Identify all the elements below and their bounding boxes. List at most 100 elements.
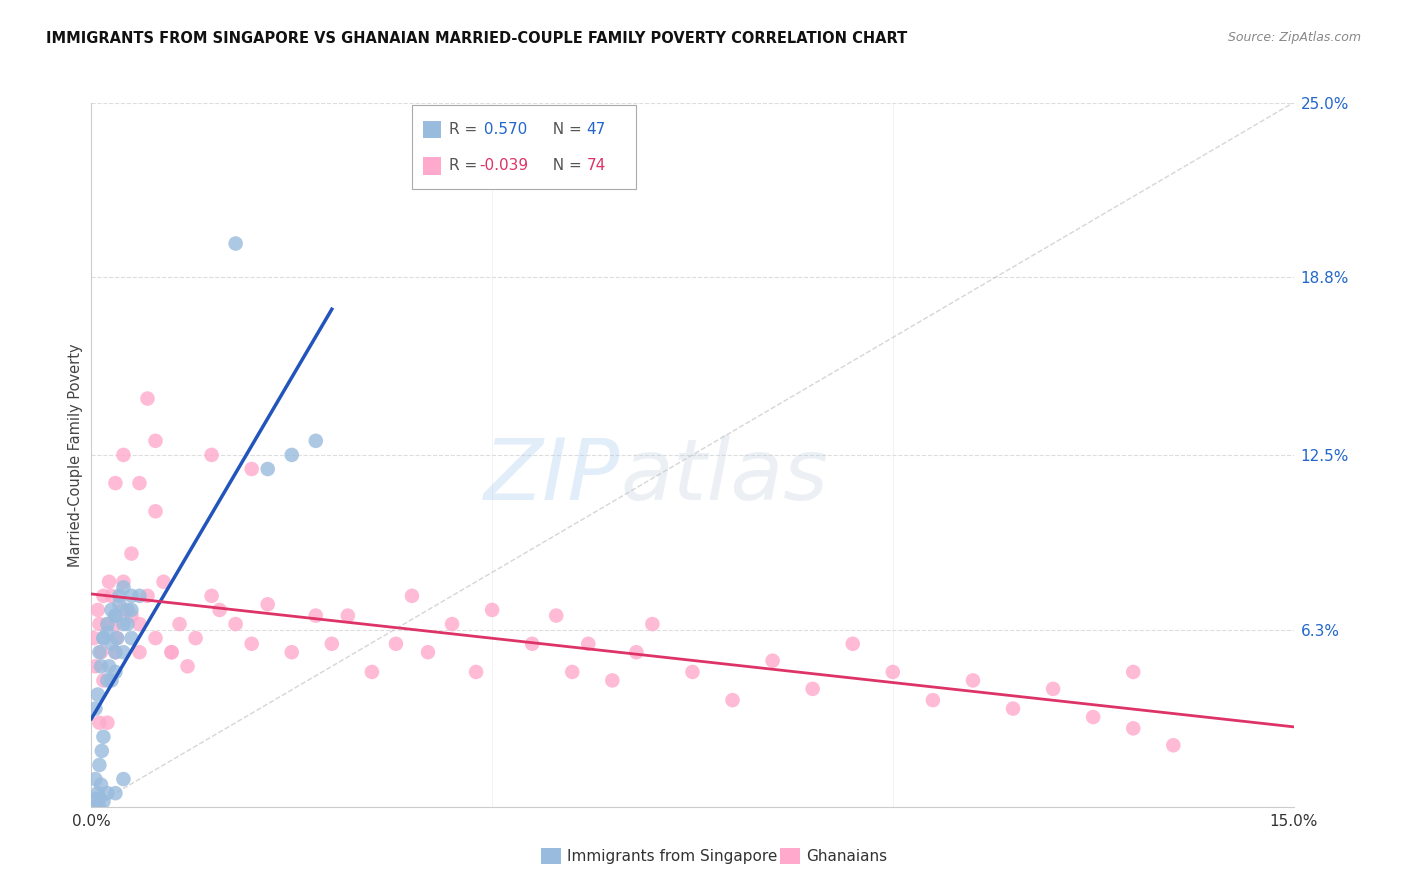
Point <box>169 617 191 632</box>
Point <box>84 792 107 806</box>
Point <box>465 665 488 679</box>
Point <box>93 795 115 809</box>
Point <box>762 654 785 668</box>
Point <box>104 665 127 679</box>
Point <box>98 574 121 589</box>
Point <box>522 637 544 651</box>
Point <box>100 589 122 603</box>
Point <box>93 589 115 603</box>
Text: -0.039: -0.039 <box>479 158 529 173</box>
Point <box>121 547 143 561</box>
Text: N =: N = <box>543 122 586 137</box>
Point <box>160 645 183 659</box>
Point <box>84 772 107 786</box>
Point <box>201 448 224 462</box>
Point <box>87 688 110 702</box>
Point <box>83 631 105 645</box>
Point <box>96 625 118 640</box>
Point <box>561 665 583 679</box>
Point <box>360 665 382 679</box>
Point <box>90 645 112 659</box>
Point <box>121 608 143 623</box>
Point <box>184 631 207 645</box>
Point <box>96 786 118 800</box>
Point <box>225 236 247 251</box>
Point <box>1042 681 1064 696</box>
Point <box>681 665 703 679</box>
Point <box>100 673 122 688</box>
Point <box>100 603 122 617</box>
Point <box>84 659 107 673</box>
Point <box>90 778 112 792</box>
Point <box>1163 738 1185 752</box>
Point <box>321 637 343 651</box>
Point <box>121 589 143 603</box>
Point <box>112 448 135 462</box>
Point <box>546 608 568 623</box>
Point <box>641 617 664 632</box>
Point <box>626 645 648 659</box>
Point <box>96 617 118 632</box>
Text: atlas: atlas <box>620 434 828 517</box>
Point <box>89 715 111 730</box>
Point <box>89 800 111 814</box>
Point <box>96 617 118 632</box>
Point <box>104 617 127 632</box>
Point <box>112 645 135 659</box>
Point <box>240 462 263 476</box>
Point <box>225 617 247 632</box>
Point <box>112 574 135 589</box>
Point <box>208 603 231 617</box>
Point <box>93 730 115 744</box>
Point <box>1083 710 1105 724</box>
Point <box>128 645 150 659</box>
Point <box>201 589 224 603</box>
Point <box>152 574 174 589</box>
Point <box>1001 701 1024 715</box>
Point <box>90 744 112 758</box>
Point <box>96 715 118 730</box>
Point <box>145 434 167 448</box>
Point <box>117 603 139 617</box>
Point <box>105 631 128 645</box>
Point <box>176 659 198 673</box>
Point <box>112 772 135 786</box>
Point <box>112 617 135 632</box>
Point <box>416 645 439 659</box>
Text: IMMIGRANTS FROM SINGAPORE VS GHANAIAN MARRIED-COUPLE FAMILY POVERTY CORRELATION : IMMIGRANTS FROM SINGAPORE VS GHANAIAN MA… <box>46 31 908 46</box>
Point <box>128 476 150 491</box>
Point <box>105 631 128 645</box>
Point <box>104 645 127 659</box>
Point <box>576 637 599 651</box>
Point <box>108 597 131 611</box>
Point <box>922 693 945 707</box>
Point <box>89 617 111 632</box>
Point <box>87 603 110 617</box>
Point <box>801 681 824 696</box>
Point <box>336 608 359 623</box>
Point <box>145 504 167 518</box>
Point <box>160 645 183 659</box>
Text: Source: ZipAtlas.com: Source: ZipAtlas.com <box>1227 31 1361 45</box>
Text: 47: 47 <box>586 122 606 137</box>
Point <box>104 608 127 623</box>
Point <box>84 701 107 715</box>
Point <box>136 589 159 603</box>
Point <box>721 693 744 707</box>
Point <box>305 434 328 448</box>
Point <box>962 673 984 688</box>
Text: 0.570: 0.570 <box>479 122 527 137</box>
Point <box>104 645 127 659</box>
Point <box>145 631 167 645</box>
Point <box>281 448 304 462</box>
Point <box>87 786 110 800</box>
Point <box>89 758 111 772</box>
Point <box>104 608 127 623</box>
Point <box>602 673 624 688</box>
Point <box>136 392 159 406</box>
Text: R =: R = <box>449 158 482 173</box>
Text: N =: N = <box>543 158 586 173</box>
Text: R =: R = <box>449 122 482 137</box>
Point <box>83 800 105 814</box>
Point <box>256 597 278 611</box>
